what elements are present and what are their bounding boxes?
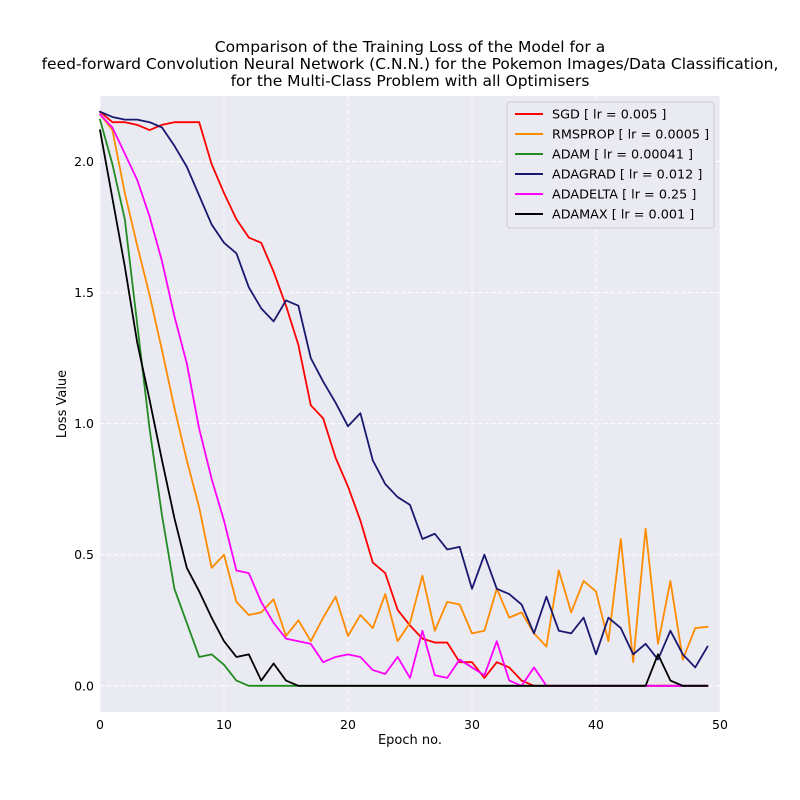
x-tick-label: 50 xyxy=(712,717,728,732)
y-tick-label: 0.0 xyxy=(74,678,94,693)
legend-box xyxy=(506,101,715,229)
y-tick-label: 0.5 xyxy=(74,547,94,562)
series-line-1 xyxy=(99,113,709,664)
grid xyxy=(99,96,721,712)
series-line-3 xyxy=(99,110,709,669)
series-lines xyxy=(99,110,709,687)
x-tick-label: 30 xyxy=(464,717,480,732)
legend-label-5: ADAMAX [ lr = 0.001 ] xyxy=(552,208,694,223)
y-axis-ticks: 0.0 0.5 1.0 1.5 2.0 xyxy=(74,154,94,693)
y-tick-label: 2.0 xyxy=(74,154,94,169)
x-axis-label: Epoch no. xyxy=(378,733,442,748)
legend-label-2: ADAM [ lr = 0.00041 ] xyxy=(552,148,693,163)
y-tick-label: 1.0 xyxy=(74,416,94,431)
legend-label-4: ADADELTA [ lr = 0.25 ] xyxy=(552,188,696,203)
legend-label-3: ADAGRAD [ lr = 0.012 ] xyxy=(552,168,702,183)
x-tick-label: 10 xyxy=(216,717,232,732)
legend: SGD [ lr = 0.005 ] RMSPROP [ lr = 0.0005 … xyxy=(506,101,715,229)
chart-title: Comparison of the Training Loss of the M… xyxy=(42,38,779,90)
series-line-5 xyxy=(99,129,709,687)
chart-title-line: feed-forward Convolution Neural Network … xyxy=(42,55,779,73)
legend-label-1: RMSPROP [ lr = 0.0005 ] xyxy=(552,128,709,143)
x-axis-ticks: 0 10 20 30 40 50 xyxy=(96,717,728,732)
x-tick-label: 0 xyxy=(96,717,104,732)
x-tick-label: 40 xyxy=(588,717,604,732)
legend-label-0: SGD [ lr = 0.005 ] xyxy=(552,108,666,123)
y-tick-label: 1.5 xyxy=(74,285,94,300)
chart-title-line: Comparison of the Training Loss of the M… xyxy=(215,38,605,56)
chart-title-line: for the Multi-Class Problem with all Opt… xyxy=(231,72,590,90)
y-axis-label: Loss Value xyxy=(55,370,70,438)
x-tick-label: 20 xyxy=(340,717,356,732)
